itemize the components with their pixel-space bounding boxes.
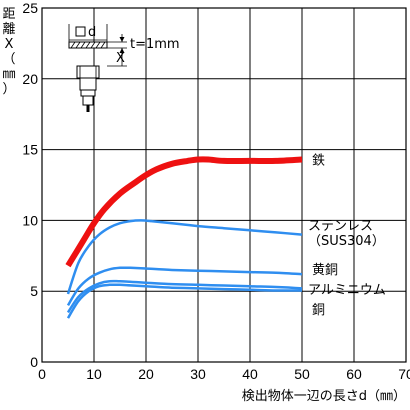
x-tick-label: 0 — [38, 366, 46, 382]
series-line-1 — [65, 156, 303, 268]
series-label-4: アルミニウム — [308, 283, 386, 298]
inset-d-label: d — [88, 25, 96, 40]
y-tick-label: 20 — [22, 71, 38, 87]
x-tick-label: 60 — [346, 366, 362, 382]
series-label-1: 鉄 — [312, 154, 325, 169]
y-axis-label-char: 距 — [2, 7, 15, 22]
series-label-5: 銅 — [312, 303, 325, 318]
grid — [41, 7, 407, 363]
y-tick-label: 10 — [22, 212, 38, 228]
y-tick-label: 0 — [30, 354, 38, 370]
y-axis-label-char: ㎜ — [2, 67, 15, 82]
x-tick-label: 10 — [86, 366, 102, 382]
x-tick-label: 40 — [242, 366, 258, 382]
y-tick-label: 15 — [22, 142, 38, 158]
square-icon — [75, 26, 86, 37]
plot-frame — [41, 7, 407, 363]
y-tick-label: 25 — [22, 0, 38, 16]
series-label-3: 黄銅 — [312, 263, 338, 278]
y-tick-label: 5 — [30, 283, 38, 299]
axis-labels: 検出物体一辺の長さd（㎜）距離X（㎜） — [2, 7, 406, 404]
x-tick-label: 20 — [138, 366, 154, 382]
x-tick-label: 30 — [190, 366, 206, 382]
series-line-4 — [66, 279, 303, 314]
series-lines — [65, 156, 303, 319]
inset-x-label: X — [116, 51, 125, 66]
y-axis-label-char: 離 — [2, 22, 15, 37]
inset-t-label: t=1mm — [130, 37, 180, 52]
y-axis-label-char: X — [5, 37, 14, 52]
series-label-2: ステンレス（SUS304） — [308, 219, 385, 249]
tick-labels: 0 10 20 30 40 50 60 70 0 5 10 15 20 25 — [22, 0, 410, 382]
y-axis-label-char: （ — [2, 52, 15, 67]
sensor-inset-diagram: d t=1mm X — [68, 24, 180, 112]
series-line-2 — [66, 219, 303, 295]
x-tick-label: 70 — [398, 366, 410, 382]
x-tick-label: 50 — [294, 366, 310, 382]
y-axis-label-char: ） — [2, 82, 15, 97]
series-line-5 — [66, 283, 303, 319]
series-line-3 — [66, 266, 303, 307]
x-axis-label: 検出物体一辺の長さd（㎜） — [242, 389, 406, 404]
